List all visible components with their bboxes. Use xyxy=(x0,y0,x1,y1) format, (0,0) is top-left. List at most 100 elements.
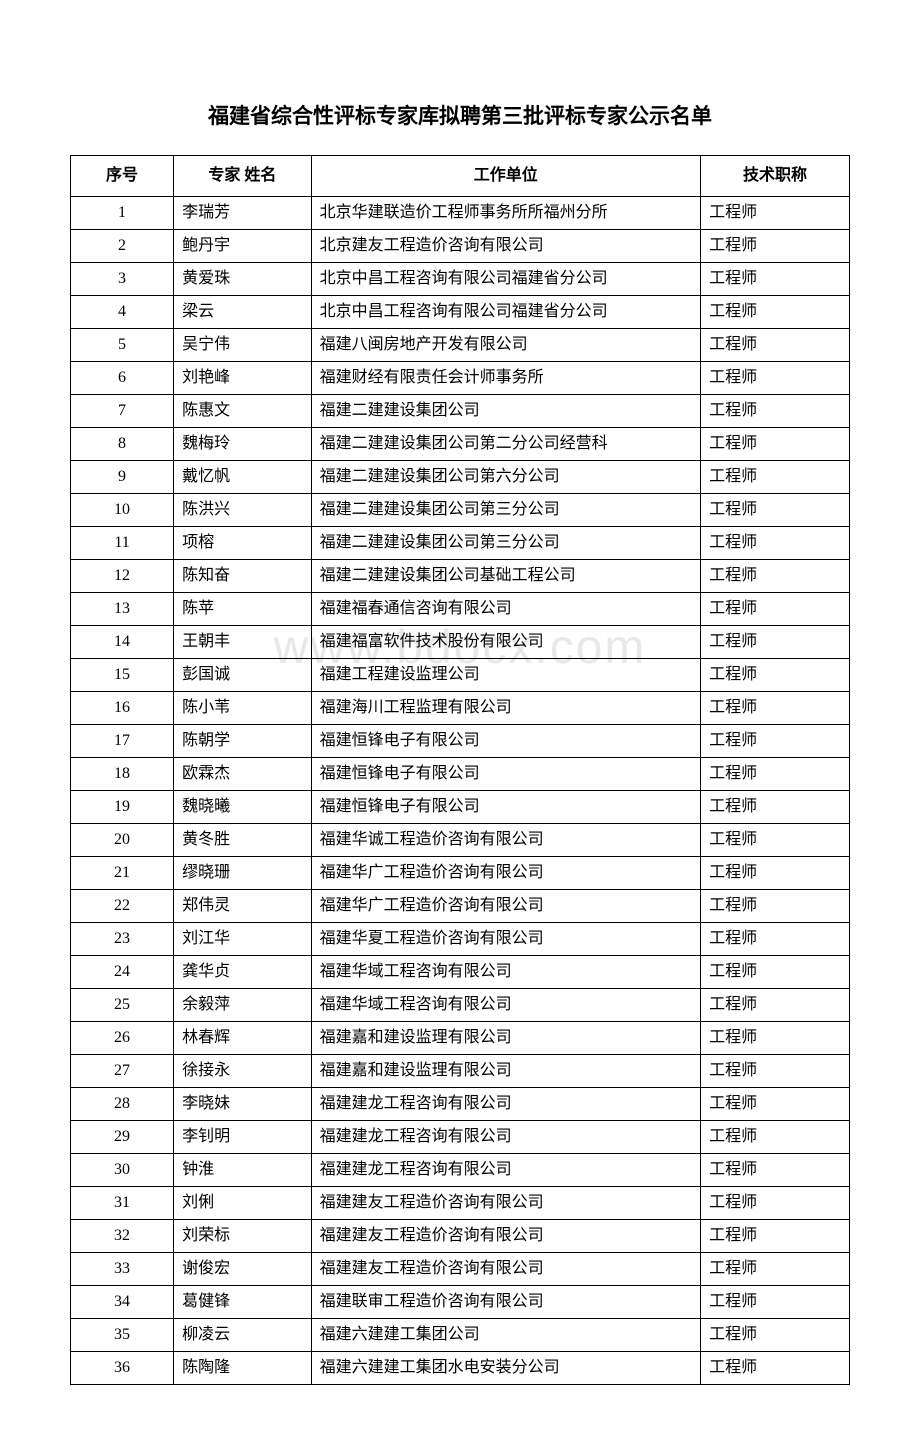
cell-name: 刘江华 xyxy=(174,923,311,956)
cell-title: 工程师 xyxy=(701,494,850,527)
cell-name: 陈小苇 xyxy=(174,692,311,725)
cell-seq: 27 xyxy=(71,1055,174,1088)
cell-seq: 26 xyxy=(71,1022,174,1055)
table-row: 26林春辉福建嘉和建设监理有限公司工程师 xyxy=(71,1022,850,1055)
table-row: 4梁云北京中昌工程咨询有限公司福建省分公司工程师 xyxy=(71,296,850,329)
table-row: 27徐接永福建嘉和建设监理有限公司工程师 xyxy=(71,1055,850,1088)
table-row: 10陈洪兴福建二建建设集团公司第三分公司工程师 xyxy=(71,494,850,527)
cell-seq: 11 xyxy=(71,527,174,560)
table-row: 20黄冬胜福建华诚工程造价咨询有限公司工程师 xyxy=(71,824,850,857)
cell-title: 工程师 xyxy=(701,1187,850,1220)
cell-title: 工程师 xyxy=(701,923,850,956)
table-row: 18欧霖杰福建恒锋电子有限公司工程师 xyxy=(71,758,850,791)
cell-name: 李瑞芳 xyxy=(174,197,311,230)
cell-title: 工程师 xyxy=(701,824,850,857)
cell-org: 福建福富软件技术股份有限公司 xyxy=(311,626,701,659)
cell-org: 福建恒锋电子有限公司 xyxy=(311,791,701,824)
cell-name: 柳凌云 xyxy=(174,1319,311,1352)
cell-name: 吴宁伟 xyxy=(174,329,311,362)
cell-seq: 7 xyxy=(71,395,174,428)
cell-name: 余毅萍 xyxy=(174,989,311,1022)
cell-seq: 6 xyxy=(71,362,174,395)
cell-title: 工程师 xyxy=(701,692,850,725)
cell-name: 陈陶隆 xyxy=(174,1352,311,1385)
table-row: 34葛健锋福建联审工程造价咨询有限公司工程师 xyxy=(71,1286,850,1319)
cell-name: 龚华贞 xyxy=(174,956,311,989)
cell-seq: 34 xyxy=(71,1286,174,1319)
cell-seq: 19 xyxy=(71,791,174,824)
table-row: 2鲍丹宇北京建友工程造价咨询有限公司工程师 xyxy=(71,230,850,263)
table-header-row: 序号 专家 姓名 工作单位 技术职称 xyxy=(71,156,850,197)
cell-org: 福建财经有限责任会计师事务所 xyxy=(311,362,701,395)
cell-org: 福建八闽房地产开发有限公司 xyxy=(311,329,701,362)
cell-seq: 2 xyxy=(71,230,174,263)
table-row: 35柳凌云福建六建建工集团公司工程师 xyxy=(71,1319,850,1352)
cell-title: 工程师 xyxy=(701,758,850,791)
cell-seq: 14 xyxy=(71,626,174,659)
cell-org: 福建建友工程造价咨询有限公司 xyxy=(311,1253,701,1286)
cell-seq: 13 xyxy=(71,593,174,626)
cell-name: 郑伟灵 xyxy=(174,890,311,923)
cell-org: 福建嘉和建设监理有限公司 xyxy=(311,1055,701,1088)
cell-seq: 20 xyxy=(71,824,174,857)
table-row: 13陈苹福建福春通信咨询有限公司工程师 xyxy=(71,593,850,626)
table-row: 9戴忆帆福建二建建设集团公司第六分公司工程师 xyxy=(71,461,850,494)
table-row: 5吴宁伟福建八闽房地产开发有限公司工程师 xyxy=(71,329,850,362)
cell-title: 工程师 xyxy=(701,461,850,494)
cell-seq: 24 xyxy=(71,956,174,989)
cell-seq: 15 xyxy=(71,659,174,692)
cell-seq: 36 xyxy=(71,1352,174,1385)
cell-title: 工程师 xyxy=(701,1022,850,1055)
cell-name: 李钊明 xyxy=(174,1121,311,1154)
cell-title: 工程师 xyxy=(701,1055,850,1088)
cell-org: 福建建龙工程咨询有限公司 xyxy=(311,1088,701,1121)
cell-org: 北京中昌工程咨询有限公司福建省分公司 xyxy=(311,296,701,329)
cell-org: 福建建龙工程咨询有限公司 xyxy=(311,1154,701,1187)
table-row: 30钟淮福建建龙工程咨询有限公司工程师 xyxy=(71,1154,850,1187)
cell-org: 福建嘉和建设监理有限公司 xyxy=(311,1022,701,1055)
cell-title: 工程师 xyxy=(701,626,850,659)
cell-seq: 3 xyxy=(71,263,174,296)
cell-org: 福建二建建设集团公司第三分公司 xyxy=(311,527,701,560)
cell-title: 工程师 xyxy=(701,725,850,758)
cell-seq: 33 xyxy=(71,1253,174,1286)
cell-seq: 22 xyxy=(71,890,174,923)
cell-name: 陈惠文 xyxy=(174,395,311,428)
cell-title: 工程师 xyxy=(701,989,850,1022)
cell-seq: 30 xyxy=(71,1154,174,1187)
table-row: 24龚华贞福建华域工程咨询有限公司工程师 xyxy=(71,956,850,989)
cell-org: 福建华诚工程造价咨询有限公司 xyxy=(311,824,701,857)
cell-title: 工程师 xyxy=(701,263,850,296)
cell-title: 工程师 xyxy=(701,1319,850,1352)
cell-org: 福建六建建工集团水电安装分公司 xyxy=(311,1352,701,1385)
cell-title: 工程师 xyxy=(701,593,850,626)
cell-org: 福建海川工程监理有限公司 xyxy=(311,692,701,725)
table-row: 19魏晓曦福建恒锋电子有限公司工程师 xyxy=(71,791,850,824)
cell-name: 刘艳峰 xyxy=(174,362,311,395)
table-row: 28李晓妹福建建龙工程咨询有限公司工程师 xyxy=(71,1088,850,1121)
cell-seq: 29 xyxy=(71,1121,174,1154)
cell-name: 彭国诚 xyxy=(174,659,311,692)
cell-title: 工程师 xyxy=(701,1286,850,1319)
header-title: 技术职称 xyxy=(701,156,850,197)
table-row: 6刘艳峰福建财经有限责任会计师事务所工程师 xyxy=(71,362,850,395)
cell-name: 魏晓曦 xyxy=(174,791,311,824)
cell-name: 黄冬胜 xyxy=(174,824,311,857)
cell-name: 葛健锋 xyxy=(174,1286,311,1319)
cell-name: 梁云 xyxy=(174,296,311,329)
cell-name: 钟淮 xyxy=(174,1154,311,1187)
cell-seq: 4 xyxy=(71,296,174,329)
cell-title: 工程师 xyxy=(701,1220,850,1253)
cell-title: 工程师 xyxy=(701,560,850,593)
cell-name: 陈洪兴 xyxy=(174,494,311,527)
table-row: 7陈惠文福建二建建设集团公司工程师 xyxy=(71,395,850,428)
header-org: 工作单位 xyxy=(311,156,701,197)
cell-title: 工程师 xyxy=(701,890,850,923)
cell-org: 福建建友工程造价咨询有限公司 xyxy=(311,1187,701,1220)
cell-org: 北京华建联造价工程师事务所所福州分所 xyxy=(311,197,701,230)
cell-title: 工程师 xyxy=(701,659,850,692)
cell-seq: 12 xyxy=(71,560,174,593)
cell-name: 李晓妹 xyxy=(174,1088,311,1121)
cell-name: 刘荣标 xyxy=(174,1220,311,1253)
cell-name: 戴忆帆 xyxy=(174,461,311,494)
